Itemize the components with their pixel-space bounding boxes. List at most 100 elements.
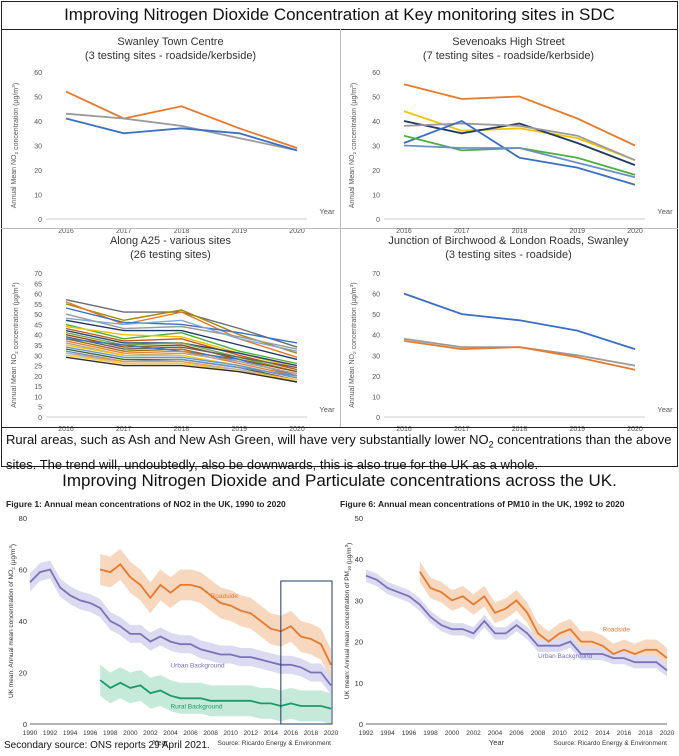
y-tick-label: 40	[355, 555, 363, 564]
series-line	[65, 319, 298, 361]
x-tick-label: 2016	[396, 228, 412, 235]
chart-title: Junction of Birchwood & London Roads, Sw…	[388, 235, 629, 247]
y-tick-label: 0	[376, 217, 380, 224]
y-tick-label: 50	[372, 95, 380, 102]
x-tick-label: 2020	[627, 228, 643, 235]
y-tick-label: 60	[34, 70, 42, 77]
y-tick-label: 45	[34, 322, 42, 329]
chart-subtitle: (3 testing sites - roadside/kerbside)	[84, 50, 257, 62]
y-tick-label: 65	[34, 281, 42, 288]
x-tick-label: 2020	[660, 730, 675, 737]
y-tick-label: 70	[372, 271, 380, 278]
y-axis-label: Annual Mean NO2 concentration (µg/m3)	[11, 282, 20, 407]
x-tick-label: 2016	[284, 730, 299, 737]
x-tick-label: 2017	[454, 426, 470, 433]
chart-title: Along A25 - various sites	[109, 235, 232, 247]
series-label: Rural Background	[170, 704, 222, 711]
y-tick-label: 0	[38, 415, 42, 422]
y-tick-label: 30	[34, 144, 42, 151]
x-tick-label: 2002	[143, 730, 158, 737]
y-tick-label: 0	[359, 720, 363, 729]
series-line	[403, 83, 636, 147]
chart-subtitle: (7 testing sites - roadside/kerbside)	[422, 50, 595, 62]
series-line	[65, 336, 298, 369]
figure-1-no2-chart: 0 20 40 60 80 1990 1992 1994 1996 1998 2000 2002 200…	[8, 514, 339, 747]
x-tick-label: 1996	[402, 730, 417, 737]
series-label: Roadside	[603, 626, 631, 633]
y-tick-label: 30	[372, 144, 380, 151]
chart-along-a25: Along A25 - various sites (26 testing si…	[4, 231, 337, 433]
series-line	[65, 340, 298, 377]
y-tick-label: 60	[19, 566, 27, 575]
top-title-rule	[1, 29, 678, 30]
x-tick-label: 1998	[103, 730, 118, 737]
x-axis-label: Year	[489, 738, 505, 747]
y-tick-label: 15	[34, 384, 42, 391]
x-tick-label: 2014	[264, 730, 279, 737]
series-line	[99, 563, 332, 666]
y-tick-label: 20	[34, 168, 42, 175]
figure-6-title: Figure 6: Annual mean concentrations of …	[340, 499, 625, 509]
x-tick-label: 1992	[43, 730, 58, 737]
horizontal-divider	[1, 228, 678, 229]
x-tick-label: 2020	[289, 228, 305, 235]
series-line	[65, 301, 298, 358]
x-tick-label: 2016	[58, 228, 74, 235]
x-tick-label: 2019	[569, 228, 585, 235]
y-tick-label: 50	[372, 312, 380, 319]
top-section-frame	[1, 1, 678, 467]
rural-note-subscript: 2	[488, 439, 494, 450]
highlight-box	[280, 580, 333, 725]
x-tick-label: 2019	[231, 426, 247, 433]
y-axis-label: Annual Mean NO2 concentration (µg/m3)	[349, 282, 358, 407]
y-tick-label: 0	[376, 415, 380, 422]
series-label: Urban Background	[170, 662, 225, 669]
rural-note-text-1: Rural areas, such as Ash and New Ash Gre…	[6, 432, 489, 447]
y-tick-label: 60	[372, 292, 380, 299]
x-tick-label: 2006	[183, 730, 198, 737]
x-tick-label: 2018	[174, 426, 190, 433]
y-tick-label: 40	[372, 333, 380, 340]
y-tick-label: 0	[23, 720, 27, 729]
series-label: Urban Background	[538, 653, 593, 660]
x-tick-label: 2018	[304, 730, 319, 737]
y-axis-label: UK mean: Annual mean concentration of NO…	[8, 544, 17, 698]
source-note: Source: Ricardo Energy & Environment	[218, 740, 332, 747]
y-tick-label: 80	[19, 514, 27, 523]
x-tick-label: 2012	[574, 730, 589, 737]
x-tick-label: 2018	[512, 228, 528, 235]
x-tick-label: 2019	[569, 426, 585, 433]
x-tick-label: 1992	[359, 730, 374, 737]
x-tick-label: 2018	[638, 730, 653, 737]
chart-plot: 0 10 20 30 40 50 60 2016 2017 2018 2019 2020 Year Ann…	[349, 70, 673, 235]
y-tick-label: 50	[34, 95, 42, 102]
y-tick-label: 60	[34, 292, 42, 299]
y-tick-label: 20	[34, 374, 42, 381]
x-tick-label: 2016	[396, 426, 412, 433]
x-tick-label: 2014	[595, 730, 610, 737]
x-tick-label: 2019	[231, 228, 247, 235]
series-line	[99, 679, 332, 710]
uncertainty-band	[100, 548, 331, 681]
x-tick-label: 2010	[223, 730, 238, 737]
x-axis-label: Year	[319, 207, 335, 216]
x-tick-label: 2004	[488, 730, 503, 737]
chart-sevenoaks-high-street: Sevenoaks High Street (7 testing sites -…	[342, 32, 675, 235]
x-tick-label: 2010	[552, 730, 567, 737]
series-line	[65, 323, 298, 365]
x-tick-label: 2018	[174, 228, 190, 235]
x-tick-label: 1996	[83, 730, 98, 737]
y-tick-label: 60	[372, 70, 380, 77]
chart-plot: 0 5 10 15 20 25 30 35 40 45 50 55 60 65 70 2016 2017 2018…	[11, 271, 335, 433]
series-line	[403, 110, 636, 162]
series-line	[65, 117, 298, 152]
y-tick-label: 30	[372, 353, 380, 360]
x-axis-label: Year	[319, 405, 335, 414]
y-tick-label: 10	[372, 193, 380, 200]
y-axis-label: UK mean: Annual mean concentration of PM…	[344, 543, 353, 700]
x-tick-label: 2008	[531, 730, 546, 737]
chart-birchwood-london-roads: Junction of Birchwood & London Roads, Sw…	[342, 231, 675, 433]
x-axis-label: Year	[657, 207, 673, 216]
series-line	[403, 292, 636, 350]
x-tick-label: 2004	[163, 730, 178, 737]
